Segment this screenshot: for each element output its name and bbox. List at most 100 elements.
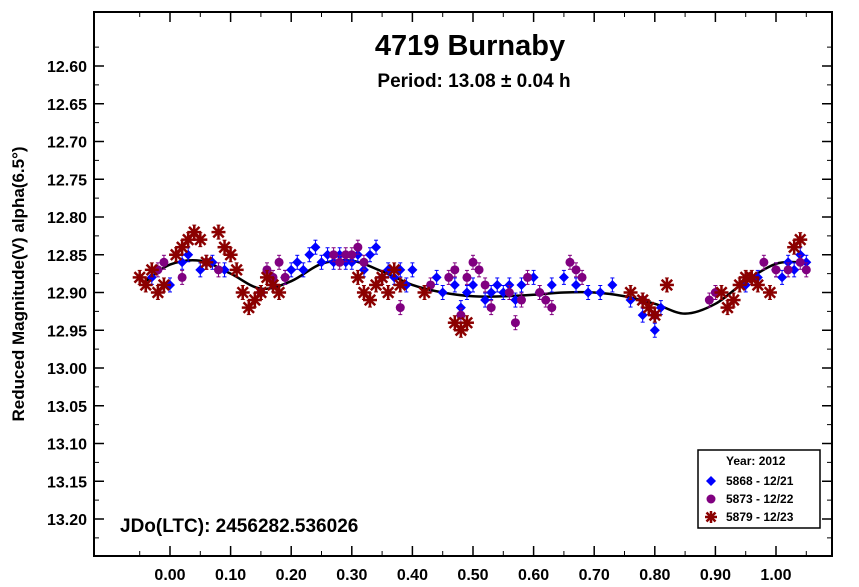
data-point-diamond bbox=[407, 262, 418, 278]
data-point-diamond bbox=[558, 269, 569, 285]
legend-label: 5879 - 12/23 bbox=[726, 510, 794, 524]
data-point-asterisk bbox=[181, 232, 196, 248]
x-tick-label: 1.00 bbox=[760, 567, 791, 584]
y-tick-label: 13.15 bbox=[47, 474, 87, 491]
legend-box bbox=[697, 449, 821, 529]
data-point-diamond bbox=[316, 254, 327, 270]
x-tick-label: 0.80 bbox=[639, 567, 670, 584]
data-point-diamond bbox=[649, 322, 660, 338]
legend-label: 5868 - 12/21 bbox=[726, 474, 794, 488]
data-point-diamond bbox=[480, 292, 491, 308]
y-tick-label: 12.85 bbox=[47, 248, 87, 265]
data-point-diamond bbox=[286, 262, 297, 278]
data-point-circle bbox=[547, 300, 557, 316]
data-point-asterisk bbox=[387, 262, 402, 278]
data-point-asterisk bbox=[362, 292, 377, 308]
data-point-asterisk bbox=[750, 277, 765, 293]
y-axis-label: Reduced Magnitude(V) alpha(6.5°) bbox=[9, 146, 28, 421]
data-point-diamond bbox=[468, 277, 478, 293]
legend-title: Year: 2012 bbox=[726, 454, 786, 468]
legend-entry: 5868 - 12/21 bbox=[706, 474, 794, 488]
data-point-asterisk bbox=[714, 285, 729, 300]
y-tick-label: 13.10 bbox=[47, 437, 87, 454]
legend-marker bbox=[706, 494, 716, 504]
x-tick-label: 0.90 bbox=[700, 567, 731, 584]
data-point-circle bbox=[480, 277, 490, 293]
data-point-diamond bbox=[437, 285, 448, 300]
data-point-diamond bbox=[292, 254, 303, 270]
data-point-asterisk bbox=[156, 277, 171, 293]
legend: Year: 2012 5868 - 12/21 5873 - 12/22 5879 … bbox=[697, 449, 821, 529]
x-tick-label: 0.40 bbox=[397, 567, 428, 584]
data-point-circle bbox=[177, 269, 187, 285]
data-point-circle bbox=[159, 254, 169, 270]
data-point-circle bbox=[504, 285, 514, 300]
data-point-asterisk bbox=[229, 262, 244, 278]
data-point-diamond bbox=[492, 277, 503, 293]
data-point-circle bbox=[571, 262, 581, 278]
y-tick-label: 12.75 bbox=[47, 172, 87, 189]
data-point-circle bbox=[474, 262, 484, 278]
jd-annotation: JDo(LTC): 2456282.536026 bbox=[120, 516, 358, 537]
x-tick-label: 0.00 bbox=[154, 567, 185, 584]
data-point-asterisk bbox=[417, 285, 432, 300]
data-point-circle bbox=[359, 254, 369, 270]
data-point-diamond bbox=[304, 247, 315, 263]
legend-entry: 5879 - 12/23 bbox=[705, 510, 794, 524]
data-point-diamond bbox=[607, 277, 618, 293]
data-point-circle bbox=[329, 247, 339, 263]
data-point-diamond bbox=[571, 277, 582, 293]
data-point-asterisk bbox=[253, 285, 268, 300]
data-point-asterisk bbox=[356, 285, 371, 300]
y-tick-label: 13.20 bbox=[47, 512, 87, 529]
data-point-diamond bbox=[583, 285, 594, 300]
data-point-asterisk bbox=[762, 285, 777, 300]
data-point-circle bbox=[353, 239, 363, 255]
data-point-diamond bbox=[777, 269, 788, 285]
data-point-asterisk bbox=[393, 277, 408, 293]
legend-marker bbox=[705, 511, 717, 523]
data-point-circle bbox=[444, 269, 454, 285]
y-tick-label: 12.80 bbox=[47, 210, 87, 227]
data-point-circle bbox=[759, 254, 769, 270]
data-point-asterisk bbox=[144, 262, 159, 278]
data-point-asterisk bbox=[138, 277, 153, 293]
x-tick-label: 0.50 bbox=[457, 567, 488, 584]
data-point-asterisk bbox=[447, 315, 462, 331]
data-point-asterisk bbox=[350, 269, 365, 285]
x-axis-ticks: 0.00 0.10 0.20 0.30 0.40 0.50 0.60 0.70 0.80 0.90… bbox=[139, 12, 807, 584]
data-point-asterisk bbox=[732, 277, 747, 293]
data-point-circle bbox=[801, 262, 811, 278]
data-point-asterisk bbox=[211, 224, 226, 240]
data-point-circle bbox=[213, 262, 223, 278]
x-tick-label: 0.70 bbox=[579, 567, 610, 584]
data-point-circle bbox=[516, 292, 526, 308]
data-point-circle bbox=[795, 254, 805, 270]
data-point-circle bbox=[535, 285, 545, 300]
x-tick-label: 0.60 bbox=[518, 567, 549, 584]
data-point-asterisk bbox=[459, 315, 474, 331]
data-point-diamond bbox=[516, 277, 527, 293]
chart-subtitle: Period: 13.08 ± 0.04 h bbox=[377, 71, 570, 92]
y-tick-label: 12.65 bbox=[47, 97, 87, 114]
legend-label: 5873 - 12/22 bbox=[726, 492, 794, 506]
data-point-circle bbox=[510, 315, 520, 331]
plot-frame bbox=[93, 11, 833, 557]
data-points bbox=[132, 224, 812, 338]
data-point-asterisk bbox=[193, 232, 208, 248]
legend-entry: 5873 - 12/22 bbox=[706, 492, 794, 506]
data-point-asterisk bbox=[235, 285, 250, 300]
y-tick-label: 12.60 bbox=[47, 59, 87, 76]
data-point-circle bbox=[280, 269, 290, 285]
data-point-circle bbox=[347, 247, 357, 263]
data-point-diamond bbox=[298, 262, 309, 278]
y-tick-label: 12.70 bbox=[47, 135, 87, 152]
fit-curve bbox=[145, 259, 801, 315]
y-axis-ticks: 12.60 12.65 12.70 12.75 12.80 12.85 12.90 12.95… bbox=[47, 46, 832, 539]
data-point-diamond bbox=[486, 285, 497, 300]
y-tick-label: 13.05 bbox=[47, 399, 87, 416]
data-point-asterisk bbox=[241, 300, 256, 316]
data-point-circle bbox=[523, 269, 533, 285]
data-point-circle bbox=[486, 300, 496, 316]
data-point-circle bbox=[771, 262, 781, 278]
